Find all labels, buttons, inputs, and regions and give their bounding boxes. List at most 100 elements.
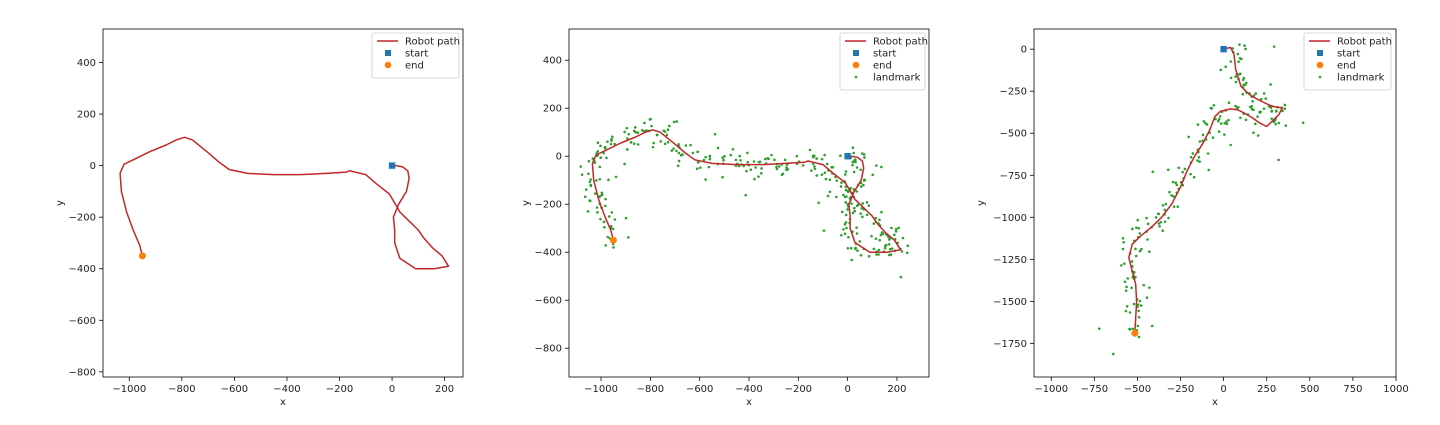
landmark-point <box>1123 262 1126 265</box>
landmark-point <box>675 120 679 123</box>
landmark-point <box>675 149 678 153</box>
landmark-point <box>856 249 859 252</box>
x-tick-label: −600 <box>221 384 248 395</box>
landmark-point <box>1125 285 1128 289</box>
landmark-point <box>874 216 878 220</box>
landmark-point <box>854 247 857 251</box>
legend-label: end <box>1337 61 1356 72</box>
y-tick-label: −1750 <box>993 339 1027 350</box>
landmark-point <box>746 160 750 164</box>
legend-label: Robot path <box>405 37 460 48</box>
landmark-point <box>767 157 770 161</box>
x-tick-label: −600 <box>686 384 713 395</box>
robot-path-line <box>119 136 450 270</box>
landmark-point <box>1136 303 1140 306</box>
landmark-point <box>623 162 626 166</box>
landmark-point <box>1145 296 1149 299</box>
landmark-point <box>611 227 615 231</box>
landmark-point <box>757 175 760 178</box>
landmark-point <box>1284 124 1288 127</box>
landmark-point <box>704 155 707 159</box>
landmark-point <box>852 151 855 155</box>
landmark-point <box>1202 119 1206 123</box>
x-tick-label: −1000 <box>584 384 618 395</box>
landmark-point <box>1236 52 1240 56</box>
landmark-point <box>855 166 859 169</box>
landmark-point <box>1176 205 1180 208</box>
legend-dot-marker <box>1318 75 1322 79</box>
landmark-point <box>773 158 776 162</box>
y-tick-label: −400 <box>69 264 96 275</box>
landmark-point <box>839 154 842 158</box>
landmark-point <box>1111 352 1115 356</box>
landmark-point <box>1270 117 1274 120</box>
y-tick-label: −600 <box>69 316 96 327</box>
landmark-point <box>1283 107 1287 111</box>
landmark-point <box>859 212 863 215</box>
legend-circle-marker <box>384 61 392 69</box>
x-tick-label: −250 <box>1167 384 1194 395</box>
landmark-point <box>659 140 663 143</box>
landmark-point <box>1189 155 1193 159</box>
landmark-point <box>815 157 818 160</box>
landmark-point <box>844 170 848 173</box>
landmark-point <box>602 220 606 224</box>
landmark-point <box>1229 143 1232 147</box>
y-tick-label: −800 <box>535 344 562 355</box>
landmark-point <box>610 211 614 214</box>
landmark-point <box>844 200 847 204</box>
landmark-point <box>1301 121 1305 125</box>
start-marker <box>1220 45 1227 53</box>
landmark-point <box>1236 106 1239 110</box>
landmark-point <box>1097 327 1101 330</box>
landmark-point <box>1138 249 1142 253</box>
landmark-point <box>1241 92 1245 96</box>
landmark-point <box>1196 123 1200 126</box>
landmark-point <box>593 192 597 195</box>
x-tick-label: 250 <box>1257 384 1276 395</box>
landmark-point <box>596 150 600 153</box>
landmark-point <box>828 190 832 194</box>
landmark-point <box>599 156 603 160</box>
landmark-point <box>1131 227 1134 231</box>
landmark-point <box>786 168 790 171</box>
landmark-point <box>600 193 604 197</box>
landmark-point <box>650 124 653 128</box>
landmark-point <box>1163 220 1167 224</box>
landmark-point <box>1167 216 1170 220</box>
landmark-point <box>775 165 778 169</box>
legend-square-marker <box>1317 50 1323 56</box>
x-tick-label: 0 <box>389 384 395 395</box>
landmark-point <box>599 217 602 221</box>
landmark-point <box>853 159 856 163</box>
landmark-point <box>632 129 636 133</box>
landmark-point <box>820 157 824 161</box>
landmark-point <box>795 154 799 158</box>
landmark-point <box>1161 229 1165 233</box>
landmark-point <box>839 233 843 237</box>
landmark-point <box>890 247 894 250</box>
landmark-point <box>1137 315 1141 319</box>
landmark-point <box>843 195 847 199</box>
legend-label: landmark <box>873 73 921 84</box>
landmark-point <box>1281 109 1284 113</box>
landmark-point <box>708 157 712 161</box>
landmark-point <box>1259 97 1263 101</box>
landmark-point <box>813 165 816 168</box>
landmark-point <box>840 181 843 184</box>
landmark-point <box>1131 327 1134 331</box>
landmark-point <box>623 130 626 134</box>
legend-box <box>371 32 460 79</box>
chart-3: −1000 −750 −500 −250 0 250 500 750 1000 −1750 −150… <box>976 28 1409 408</box>
landmark-point <box>1206 152 1210 155</box>
landmark-point <box>1225 122 1229 126</box>
landmark-point <box>1136 218 1140 222</box>
x-tick-label: 200 <box>435 384 454 395</box>
landmark-point <box>1172 205 1176 208</box>
landmark-point <box>606 140 609 144</box>
landmark-point <box>1219 68 1223 72</box>
landmark-point <box>587 159 591 163</box>
landmark-point <box>651 145 655 149</box>
landmark-point <box>826 194 830 198</box>
landmark-point <box>614 175 618 179</box>
